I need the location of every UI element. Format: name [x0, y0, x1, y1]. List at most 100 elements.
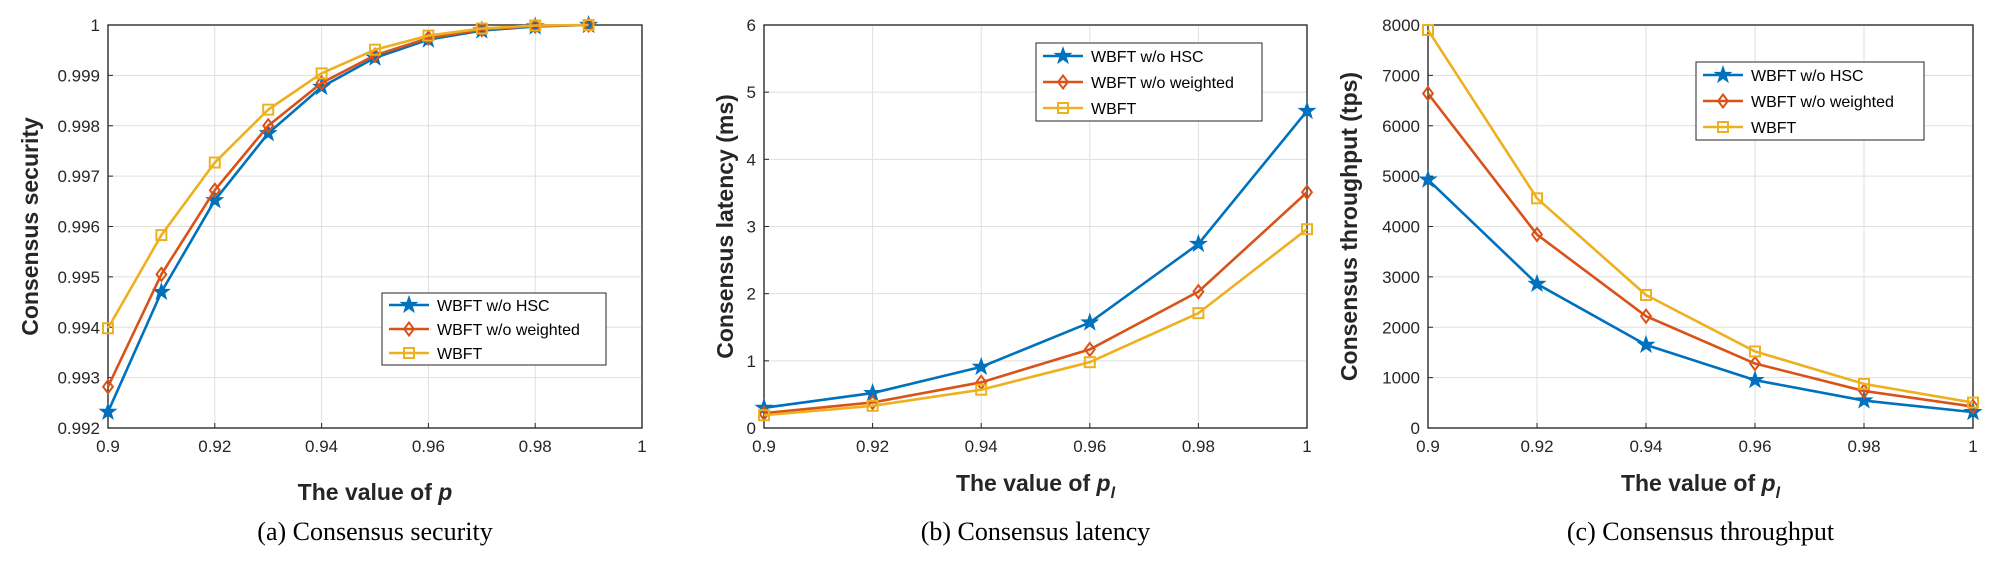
data-point: [579, 14, 599, 34]
panel-caption: (a) Consensus security: [257, 517, 492, 546]
legend-label: WBFT w/o HSC: [1751, 68, 1864, 85]
data-point: [262, 103, 275, 116]
data-point: [368, 47, 382, 64]
data-point: [1966, 398, 1980, 415]
series-line: [106, 23, 589, 329]
x-tick-label: 0.94: [305, 437, 338, 456]
data-point: [98, 401, 118, 420]
data-point: [262, 117, 275, 134]
legend-label: WBFT: [1091, 101, 1137, 118]
data-point: [1083, 341, 1096, 358]
y-tick-label: 6000: [1382, 117, 1420, 136]
data-point: [1188, 233, 1208, 253]
legend-marker: [399, 294, 419, 314]
legend: WBFT w/o HSC WBFT w/o weighted WBFT: [1695, 61, 1925, 141]
legend-marker: [1056, 73, 1070, 91]
y-tick-label: 2000: [1382, 318, 1420, 337]
legend-marker: [1053, 45, 1073, 65]
series-3: [102, 19, 595, 335]
y-tick-label: 5: [747, 83, 756, 102]
data-point: [315, 74, 328, 92]
data-point: [1640, 289, 1652, 302]
y-tick-label: 0.992: [57, 419, 100, 438]
data-point: [758, 409, 770, 422]
x-tick-label: 1: [1968, 437, 1977, 456]
series-line: [1427, 178, 1974, 414]
data-point: [1531, 192, 1543, 205]
y-tick-label: 0: [1411, 419, 1420, 438]
x-tick-label: 0.98: [519, 437, 552, 456]
data-point: [1858, 377, 1870, 390]
data-point: [315, 67, 328, 80]
legend-marker: [402, 320, 416, 338]
x-tick-label: 0.94: [965, 437, 998, 456]
chart-panel-2: 0.9 0.92 0.94 0.96 0.98 1 0 1 2 3 4 5 6 The value of …: [712, 16, 1317, 546]
legend-label: WBFT w/o weighted: [1751, 94, 1894, 111]
x-tick-label: 0.9: [1416, 437, 1440, 456]
data-point: [1967, 396, 1979, 409]
x-axis-title-subscript: l: [1111, 485, 1116, 502]
legend-marker: [1057, 102, 1069, 114]
data-point: [208, 182, 221, 199]
data-point: [101, 378, 115, 395]
legend-label: WBFT w/o HSC: [437, 298, 550, 315]
x-tick-label: 0.92: [198, 437, 231, 456]
series-1: [754, 100, 1317, 416]
x-tick-label: 0.96: [412, 437, 445, 456]
y-axis-title: Consensus throughput (tps): [1336, 72, 1362, 381]
x-axis-title: The value of pl: [956, 470, 1116, 502]
data-point: [1083, 356, 1096, 369]
data-point: [1422, 24, 1434, 37]
x-tick-label: 0.96: [1073, 437, 1106, 456]
plot-border: [107, 24, 643, 429]
series-3: [758, 223, 1313, 422]
y-tick-label: 0.993: [57, 369, 100, 388]
y-tick-label: 4000: [1382, 218, 1420, 237]
legend-marker: [1716, 92, 1730, 110]
data-point: [155, 266, 168, 283]
data-point: [971, 356, 991, 375]
y-axis-title: Consensus latency (ms): [712, 94, 738, 359]
data-point: [1530, 226, 1544, 243]
legend: WBFT w/o HSC WBFT w/o weighted WBFT: [381, 292, 607, 366]
y-tick-label: 0.995: [57, 268, 100, 287]
y-tick-label: 0.999: [57, 66, 100, 85]
legend-marker: [403, 347, 415, 359]
data-point: [975, 383, 988, 396]
y-tick-label: 6: [747, 16, 756, 35]
data-point: [1301, 223, 1313, 236]
data-point: [1963, 402, 1983, 421]
x-axis-title-variable: p: [437, 479, 452, 505]
series-line: [1426, 92, 1974, 408]
data-point: [1639, 308, 1653, 325]
data-point: [208, 156, 221, 169]
legend-label: WBFT w/o weighted: [1091, 75, 1234, 92]
data-point: [1636, 334, 1656, 353]
x-axis-title-prefix: The value of: [298, 479, 439, 505]
y-tick-label: 0.997: [57, 167, 100, 186]
data-point: [1421, 85, 1435, 102]
y-tick-label: 0.996: [57, 218, 100, 237]
x-tick-label: 0.94: [1629, 437, 1662, 456]
y-tick-label: 2: [747, 285, 756, 304]
data-point: [529, 17, 542, 35]
y-tick-label: 3000: [1382, 268, 1420, 287]
data-point: [1192, 307, 1205, 320]
x-tick-label: 0.96: [1738, 437, 1771, 456]
x-tick-label: 0.9: [96, 437, 120, 456]
x-tick-label: 0.9: [752, 437, 776, 456]
y-tick-label: 1000: [1382, 369, 1420, 388]
y-tick-label: 8000: [1382, 16, 1420, 35]
data-point: [1300, 184, 1314, 201]
data-point: [866, 399, 879, 412]
series-line: [1426, 29, 1974, 404]
data-point: [1297, 100, 1317, 120]
chart-panel-1: 0.9 0.92 0.94 0.96 0.98 1 0.992 0.993 0.994 0.995…: [17, 14, 647, 546]
x-tick-label: 0.98: [1182, 437, 1215, 456]
y-tick-label: 5000: [1382, 167, 1420, 186]
x-tick-label: 1: [637, 437, 646, 456]
x-axis-title-prefix: The value of: [1621, 470, 1762, 496]
y-tick-label: 3: [747, 218, 756, 237]
x-tick-label: 0.92: [856, 437, 889, 456]
